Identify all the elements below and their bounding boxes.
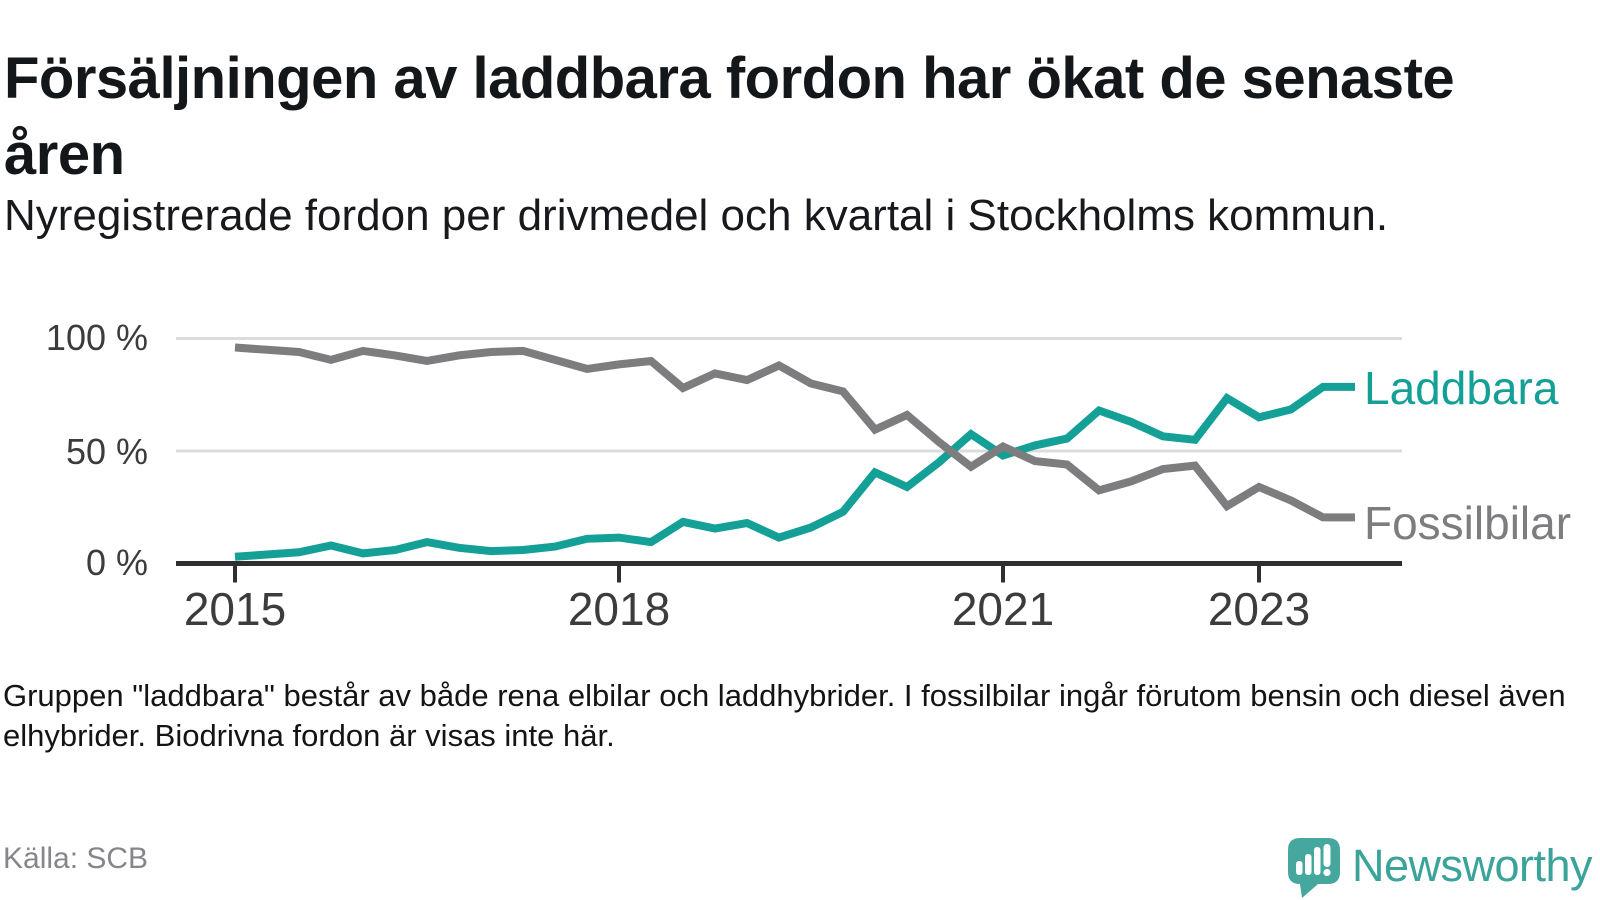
logo-bar-1 (1296, 861, 1303, 875)
logo-bar-2 (1305, 854, 1312, 875)
series-label-laddbara: Laddbara (1364, 362, 1559, 414)
x-axis-tick-label-2018: 2018 (567, 583, 671, 635)
source-label: Källa: SCB (3, 842, 149, 875)
y-axis-tick-label-0: 0 % (85, 542, 148, 583)
x-axis-tick-label-2021: 2021 (951, 583, 1055, 635)
logo-bar-3 (1314, 847, 1321, 875)
chart-title: Försäljningen av laddbara fordon har öka… (4, 45, 1455, 188)
x-axis-tick-label-2015: 2015 (183, 583, 287, 635)
footnote: Gruppen "laddbara" består av både rena e… (3, 678, 1566, 753)
logo-exclamation-bar (1323, 844, 1331, 867)
series-label-fossilbilar: Fossilbilar (1364, 497, 1572, 549)
series-line-laddbara (234, 382, 1355, 561)
newsworthy-logo-text: Newsworthy (1352, 840, 1593, 891)
newsworthy-logo: Newsworthy (1284, 834, 1600, 900)
y-axis-tick-label-100: 100 % (45, 317, 148, 358)
y-axis-tick-label-50: 50 % (65, 431, 148, 472)
logo-exclamation-dot (1323, 868, 1331, 877)
x-axis-tick-label-2023: 2023 (1207, 583, 1311, 635)
series-line-fossilbilar (234, 343, 1355, 522)
chart-subtitle: Nyregistrerade fordon per drivmedel och … (4, 191, 1389, 240)
newsworthy-logo-icon (1288, 838, 1340, 898)
